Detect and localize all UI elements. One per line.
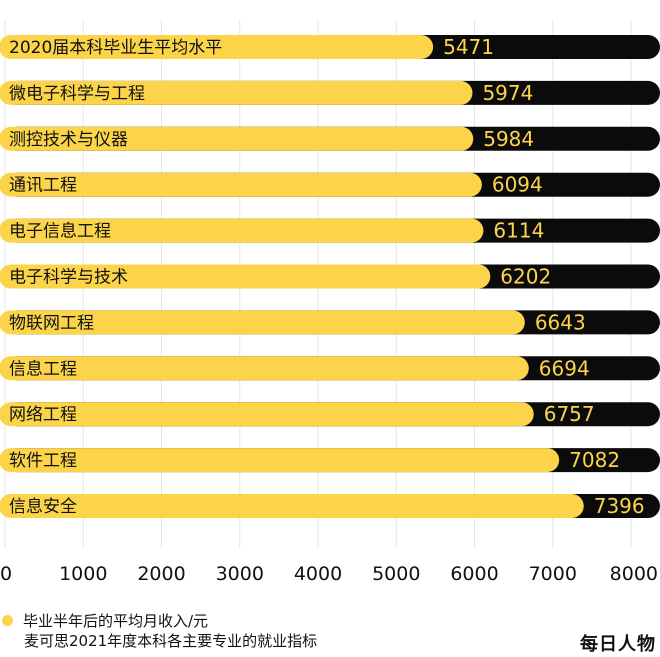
category-label: 电子科学与技术 [9, 268, 128, 288]
bar [0, 264, 491, 289]
x-tick-label: 2000 [137, 563, 185, 585]
category-label: 微电子科学与工程 [9, 84, 145, 104]
brand-logo: 每日人物 [580, 634, 656, 655]
bar [0, 80, 473, 105]
value-label: 5471 [443, 35, 494, 59]
x-tick-label: 8000 [610, 563, 658, 585]
bar-row: 信息安全 7396 [0, 494, 660, 518]
bar [0, 218, 484, 243]
bar [0, 310, 525, 335]
category-label: 测控技术与仪器 [9, 130, 128, 150]
category-label: 网络工程 [9, 405, 77, 425]
bar [0, 126, 474, 151]
value-label: 6114 [493, 219, 544, 243]
bar-row: 网络工程 6757 [0, 402, 660, 427]
legend: 毕业半年后的平均月收入/元 [2, 610, 208, 631]
category-label: 电子信息工程 [9, 222, 111, 242]
x-tick-label: 4000 [294, 563, 342, 585]
value-label: 6694 [539, 356, 590, 380]
value-label: 5974 [482, 81, 533, 105]
bar-row: 测控技术与仪器 5984 [0, 126, 660, 151]
bar [0, 356, 529, 381]
bar-row: 软件工程 7082 [0, 448, 660, 473]
legend-label: 毕业半年后的平均月收入/元 [23, 612, 209, 630]
x-tick-label: 7000 [529, 563, 577, 585]
bars-group: 2020届本科毕业生平均水平 5471 微电子科学与工程 5974 测控技术与仪器 598… [0, 35, 660, 518]
value-label: 7082 [569, 448, 620, 472]
x-axis-ticks: 0 1000 2000 3000 4000 5000 6000 7000 8000 [0, 563, 658, 585]
bar-row: 2020届本科毕业生平均水平 5471 [0, 35, 660, 59]
legend-marker [2, 615, 13, 626]
chart-footer: 毕业半年后的平均月收入/元 麦可思2021年度本科各主要专业的就业指标 每日人物 [0, 608, 660, 657]
category-label: 通讯工程 [9, 176, 77, 196]
bar [0, 448, 560, 473]
bar [0, 494, 584, 518]
value-label: 6202 [500, 265, 551, 289]
category-label: 信息安全 [9, 497, 77, 517]
x-tick-label: 0 [0, 563, 12, 585]
bar-row: 电子信息工程 6114 [0, 218, 660, 243]
category-label: 软件工程 [9, 451, 77, 471]
bar-row: 物联网工程 6643 [0, 310, 660, 335]
bar-row: 通讯工程 6094 [0, 172, 660, 197]
bar [0, 35, 434, 59]
bar-row: 电子科学与技术 6202 [0, 264, 660, 289]
x-tick-label: 1000 [59, 563, 107, 585]
x-tick-label: 3000 [216, 563, 264, 585]
bar-row: 信息工程 6694 [0, 356, 660, 381]
category-label: 2020届本科毕业生平均水平 [9, 38, 222, 58]
value-label: 6094 [492, 173, 543, 197]
bar-row: 微电子科学与工程 5974 [0, 80, 660, 105]
bar-chart: 2020届本科毕业生平均水平 5471 微电子科学与工程 5974 测控技术与仪器 598… [0, 20, 660, 585]
x-tick-label: 5000 [372, 563, 420, 585]
source-note: 麦可思2021年度本科各主要专业的就业指标 [24, 632, 318, 650]
category-label: 信息工程 [9, 359, 77, 379]
value-label: 7396 [594, 494, 645, 518]
bar [0, 402, 534, 427]
value-label: 6643 [535, 310, 586, 334]
value-label: 6757 [544, 402, 595, 426]
x-tick-label: 6000 [450, 563, 498, 585]
category-label: 物联网工程 [9, 313, 94, 333]
value-label: 5984 [483, 127, 534, 151]
bar [0, 172, 482, 197]
